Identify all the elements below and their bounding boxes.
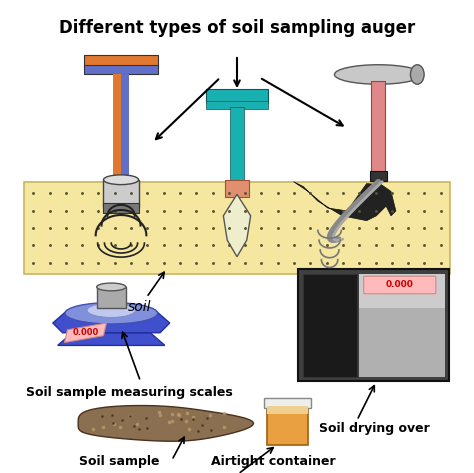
Bar (303, 274, 357, 377)
Ellipse shape (97, 283, 126, 291)
Text: Soil sample: Soil sample (79, 455, 160, 468)
Ellipse shape (335, 65, 422, 84)
Bar (359, 274, 445, 308)
Bar (84, 55, 158, 67)
Polygon shape (293, 182, 396, 221)
Text: Airtight container: Airtight container (210, 455, 335, 468)
Bar (103, 180, 138, 207)
Bar (359, 274, 445, 377)
Bar (84, 65, 158, 74)
Polygon shape (58, 333, 165, 345)
Bar (370, 171, 387, 181)
Polygon shape (223, 194, 251, 257)
Bar (267, 406, 308, 414)
Text: Soil drying over: Soil drying over (319, 422, 430, 436)
Bar (206, 101, 268, 109)
Bar (113, 74, 121, 184)
Text: 0.000: 0.000 (386, 280, 414, 289)
Bar (24, 182, 450, 274)
Text: Different types of soil sampling auger: Different types of soil sampling auger (59, 19, 415, 37)
Bar (121, 74, 129, 184)
Bar (97, 287, 126, 308)
Bar (264, 398, 311, 408)
Bar (206, 89, 268, 103)
Ellipse shape (103, 175, 138, 184)
Ellipse shape (65, 303, 157, 324)
Text: soil: soil (128, 272, 164, 315)
Polygon shape (64, 323, 106, 342)
Bar (372, 81, 385, 174)
Bar (267, 406, 308, 445)
Ellipse shape (410, 65, 424, 84)
Bar (225, 180, 249, 197)
Bar (299, 270, 449, 382)
Text: Soil sample measuring scales: Soil sample measuring scales (26, 386, 232, 399)
Bar (103, 203, 138, 213)
Bar (230, 106, 244, 183)
Polygon shape (78, 405, 254, 441)
Ellipse shape (87, 303, 136, 318)
Polygon shape (53, 310, 170, 333)
FancyBboxPatch shape (364, 276, 436, 294)
Text: 0.000: 0.000 (73, 328, 99, 337)
